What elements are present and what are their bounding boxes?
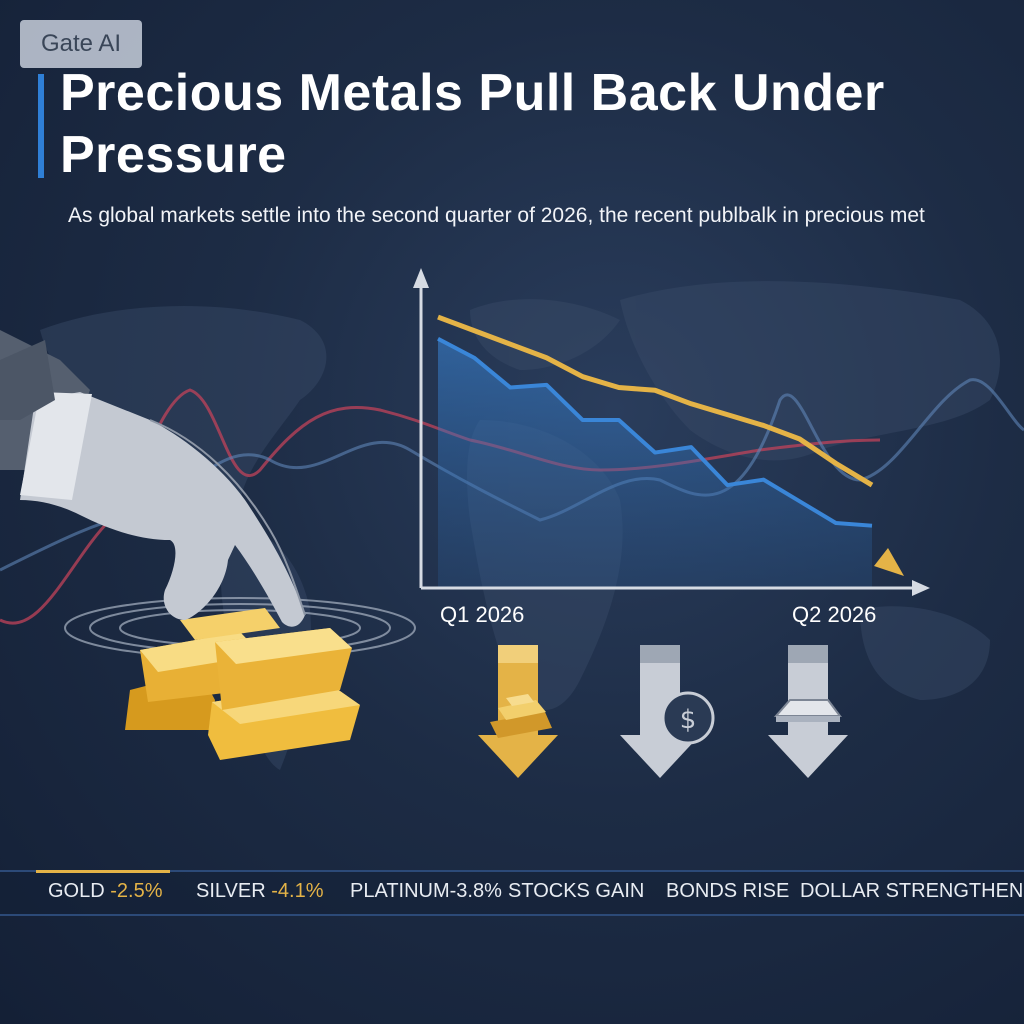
ticker-label: DOLLAR STRENGTHEN [800,880,1024,902]
ticker-accent [36,870,170,873]
ticker-item-bonds: BONDS RISE [666,880,789,903]
y-axis-arrow-icon [413,268,429,288]
svg-text:$: $ [680,705,697,735]
ticker-item-dollar: DOLLAR STRENGTHEN [800,880,1023,903]
ticker-item-gold: GOLD -2.5% [48,880,163,903]
page-title: Precious Metals Pull Back Under Pressure [60,64,885,184]
ticker-label: GOLD [48,880,105,902]
ticker-label: SILVER [196,880,266,902]
dollar-coin-down-arrow-icon: $ [620,645,715,778]
ticker-change: -4.1% [271,880,324,902]
gold-bars-down-arrow-icon [478,645,558,778]
gold-bars-icon [125,608,360,760]
ticker-label: PLATINUM [350,880,450,902]
ticker-item-stocks: STOCKS GAIN [508,880,644,903]
page-subtitle: As global markets settle into the second… [68,204,925,227]
ticker-change: -3.8% [449,880,502,902]
brand-badge: Gate AI [20,20,142,68]
x-axis-arrow-icon [912,580,930,596]
title-accent-bar [38,74,44,178]
hand-icon [0,330,306,627]
ticker-label: STOCKS GAIN [508,880,645,902]
market-ticker-bar [0,870,1024,916]
gold-trend-arrowhead-icon [874,548,904,576]
blue-series-area [438,338,872,588]
x-tick-label-end: Q2 2026 [792,602,876,627]
x-tick-label-start: Q1 2026 [440,602,524,627]
ticker-item-platinum: PLATINUM-3.8% [350,880,502,903]
brand-badge-label: Gate AI [40,30,122,57]
ticker-change: -2.5% [110,880,163,902]
ticker-label: BONDS RISE [666,880,790,902]
silver-bar-down-arrow-icon [768,645,848,778]
ticker-item-silver: SILVER -4.1% [196,880,323,903]
